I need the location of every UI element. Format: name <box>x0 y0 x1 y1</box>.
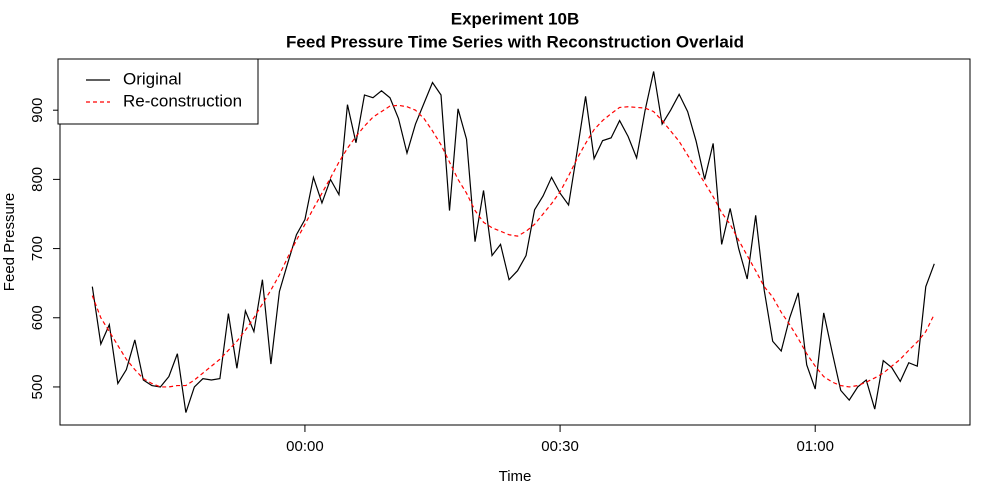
y-tick-label: 700 <box>29 236 46 261</box>
x-tick-label: 00:00 <box>286 438 324 455</box>
x-axis-label: Time <box>499 468 532 485</box>
legend-label: Original <box>123 69 182 88</box>
series-line <box>91 104 935 388</box>
y-tick-label: 900 <box>29 98 46 123</box>
chart-subtitle: Feed Pressure Time Series with Reconstru… <box>286 32 744 51</box>
y-axis-label: Feed Pressure <box>1 193 18 291</box>
y-tick-label: 500 <box>29 374 46 399</box>
series-line <box>91 71 935 413</box>
legend-label: Re-construction <box>123 91 242 110</box>
chart-title: Experiment 10B <box>451 9 580 28</box>
y-tick-label: 600 <box>29 305 46 330</box>
x-tick-label: 00:30 <box>541 438 579 455</box>
x-tick-label: 01:00 <box>796 438 834 455</box>
plot-frame <box>59 58 971 426</box>
y-tick-label: 800 <box>29 167 46 192</box>
legend-box <box>57 58 259 125</box>
